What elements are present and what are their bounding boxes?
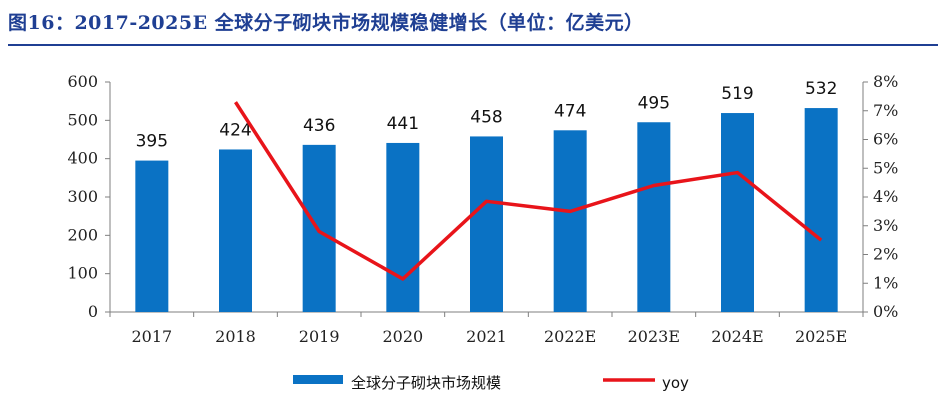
y-left-tick-label: 300 — [67, 187, 98, 206]
x-tick-label: 2017 — [131, 327, 172, 346]
legend-bar-swatch — [293, 375, 343, 384]
bar-data-label: 519 — [721, 84, 753, 104]
y-right-tick-label: 4% — [873, 187, 898, 206]
y-left-tick-label: 0 — [88, 302, 98, 321]
y-left-tick-label: 100 — [67, 264, 98, 283]
bar — [135, 160, 169, 312]
x-tick-label: 2023E — [628, 327, 680, 346]
bar-data-label: 441 — [387, 114, 419, 134]
y-right-tick-label: 5% — [873, 158, 898, 177]
x-tick-label: 2025E — [795, 327, 847, 346]
y-left-tick-label: 400 — [67, 149, 98, 168]
bar — [553, 130, 587, 312]
x-tick-label: 2024E — [711, 327, 763, 346]
bar-data-label: 395 — [136, 132, 168, 152]
y-right-tick-label: 1% — [873, 273, 898, 292]
y-right-tick-label: 6% — [873, 130, 898, 149]
legend-line-label: yoy — [662, 374, 689, 392]
y-right-tick-label: 3% — [873, 216, 898, 235]
y-right-tick-label: 7% — [873, 101, 898, 120]
bar-data-label: 495 — [638, 93, 670, 113]
bar-data-label: 458 — [470, 107, 502, 127]
y-right-tick-label: 2% — [873, 245, 898, 264]
x-tick-label: 2021 — [466, 327, 507, 346]
x-tick-label: 2019 — [299, 327, 340, 346]
y-right-tick-label: 8% — [873, 72, 898, 91]
bar-data-label: 436 — [303, 116, 335, 136]
x-tick-label: 2018 — [215, 327, 256, 346]
bar-data-label: 424 — [219, 120, 251, 140]
bar — [219, 149, 252, 312]
bar — [386, 142, 420, 312]
bar-data-label: 474 — [554, 101, 586, 121]
bar — [470, 136, 503, 312]
bar — [637, 122, 671, 312]
legend-bar-label: 全球分子砌块市场规模 — [351, 374, 501, 392]
yoy-line — [234, 101, 823, 281]
bar — [721, 113, 754, 312]
title-divider — [8, 44, 938, 46]
x-tick-label: 2022E — [544, 327, 596, 346]
chart-title: 图16：2017-2025E 全球分子砌块市场规模稳健增长（单位：亿美元） — [8, 12, 644, 34]
x-tick-label: 2020 — [382, 327, 423, 346]
bar — [804, 108, 838, 312]
y-left-tick-label: 600 — [67, 72, 98, 91]
bar-data-label: 532 — [805, 79, 837, 99]
y-left-tick-label: 500 — [67, 110, 98, 129]
y-left-tick-label: 200 — [67, 225, 98, 244]
y-right-tick-label: 0% — [873, 302, 898, 321]
